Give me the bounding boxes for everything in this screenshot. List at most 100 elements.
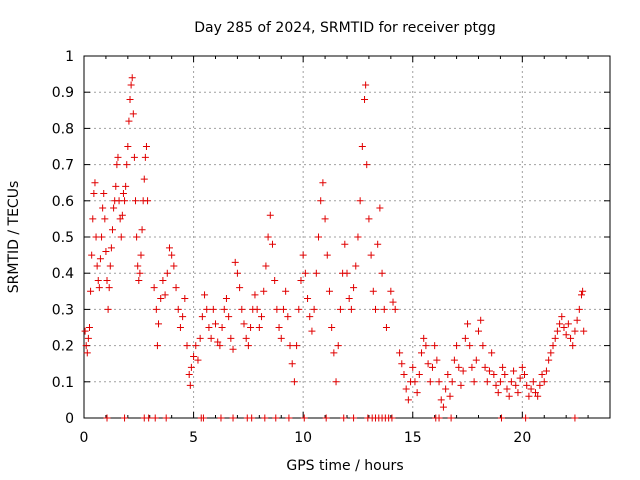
data-point bbox=[196, 334, 204, 342]
data-point bbox=[94, 276, 102, 284]
data-point bbox=[301, 269, 309, 277]
data-point bbox=[140, 175, 148, 183]
data-point bbox=[402, 385, 410, 393]
data-point bbox=[503, 385, 511, 393]
data-point bbox=[523, 381, 531, 389]
data-point bbox=[187, 363, 195, 371]
data-point bbox=[279, 305, 287, 313]
data-point bbox=[209, 305, 217, 313]
y-tick-label: 0.5 bbox=[52, 230, 74, 246]
data-point bbox=[275, 324, 283, 331]
data-point bbox=[494, 389, 502, 397]
data-point bbox=[350, 284, 358, 292]
data-point bbox=[126, 95, 134, 103]
x-axis-label: GPS time / hours bbox=[286, 458, 403, 474]
data-point bbox=[514, 389, 522, 397]
data-point bbox=[531, 389, 539, 397]
data-point bbox=[330, 349, 338, 357]
data-point bbox=[95, 284, 103, 292]
y-tick-label: 0.8 bbox=[52, 121, 74, 137]
data-point bbox=[521, 371, 529, 379]
data-point bbox=[562, 331, 570, 339]
data-point bbox=[137, 251, 145, 259]
data-point bbox=[475, 327, 482, 335]
data-point bbox=[198, 313, 206, 321]
data-point bbox=[369, 287, 377, 295]
data-point bbox=[82, 342, 90, 350]
data-point bbox=[428, 363, 436, 371]
data-point bbox=[242, 334, 250, 342]
data-point bbox=[347, 305, 355, 313]
data-point bbox=[108, 226, 116, 234]
data-point bbox=[222, 295, 230, 303]
data-point bbox=[229, 345, 237, 353]
data-point bbox=[560, 324, 568, 331]
data-point bbox=[266, 211, 274, 219]
data-point bbox=[227, 334, 235, 342]
data-point bbox=[525, 392, 533, 400]
data-point bbox=[328, 324, 336, 331]
data-point bbox=[457, 381, 465, 389]
data-point bbox=[103, 414, 111, 422]
data-point bbox=[389, 298, 397, 306]
data-point bbox=[176, 324, 184, 331]
data-point bbox=[93, 262, 101, 270]
data-point bbox=[238, 305, 246, 313]
data-point bbox=[516, 374, 524, 382]
data-point bbox=[317, 197, 325, 205]
data-point bbox=[151, 414, 159, 422]
data-point bbox=[247, 324, 255, 331]
data-point bbox=[262, 262, 270, 270]
data-point bbox=[203, 305, 211, 313]
data-point bbox=[116, 215, 124, 223]
data-point bbox=[217, 414, 225, 422]
data-point bbox=[251, 291, 259, 299]
data-point bbox=[498, 414, 506, 422]
data-point bbox=[127, 81, 135, 89]
data-point bbox=[507, 378, 515, 386]
data-point bbox=[216, 342, 224, 350]
data-point bbox=[490, 371, 498, 379]
data-point bbox=[323, 251, 331, 259]
data-point bbox=[87, 287, 95, 295]
data-point bbox=[450, 356, 458, 364]
data-point bbox=[343, 269, 351, 277]
data-point bbox=[105, 284, 113, 292]
data-point bbox=[123, 161, 131, 169]
data-point bbox=[144, 197, 152, 205]
data-point bbox=[133, 233, 141, 241]
data-point bbox=[179, 313, 187, 321]
data-point bbox=[129, 110, 137, 118]
data-point bbox=[290, 378, 298, 386]
data-point bbox=[325, 287, 333, 295]
data-point bbox=[365, 215, 373, 223]
data-point bbox=[229, 414, 237, 422]
data-point bbox=[231, 258, 239, 266]
data-point bbox=[218, 324, 226, 331]
data-point bbox=[321, 215, 329, 223]
data-point bbox=[159, 276, 167, 284]
data-point bbox=[91, 179, 99, 187]
data-point bbox=[501, 371, 509, 379]
data-point bbox=[128, 74, 136, 82]
data-point bbox=[571, 414, 579, 422]
data-point bbox=[455, 363, 463, 371]
data-point bbox=[558, 313, 566, 321]
data-point bbox=[225, 313, 233, 321]
data-point bbox=[518, 363, 526, 371]
data-point bbox=[481, 363, 489, 371]
data-point bbox=[163, 269, 171, 277]
data-point bbox=[125, 117, 133, 125]
data-point bbox=[376, 204, 384, 212]
data-point bbox=[470, 378, 478, 386]
data-point bbox=[135, 276, 143, 284]
plot-frame bbox=[83, 55, 611, 419]
data-point bbox=[426, 378, 434, 386]
data-point bbox=[551, 334, 559, 342]
y-tick-label: 0.6 bbox=[52, 194, 74, 210]
data-point bbox=[114, 153, 122, 161]
data-point bbox=[181, 295, 189, 303]
data-point bbox=[398, 360, 406, 368]
data-point bbox=[556, 320, 564, 328]
data-point bbox=[244, 342, 252, 350]
